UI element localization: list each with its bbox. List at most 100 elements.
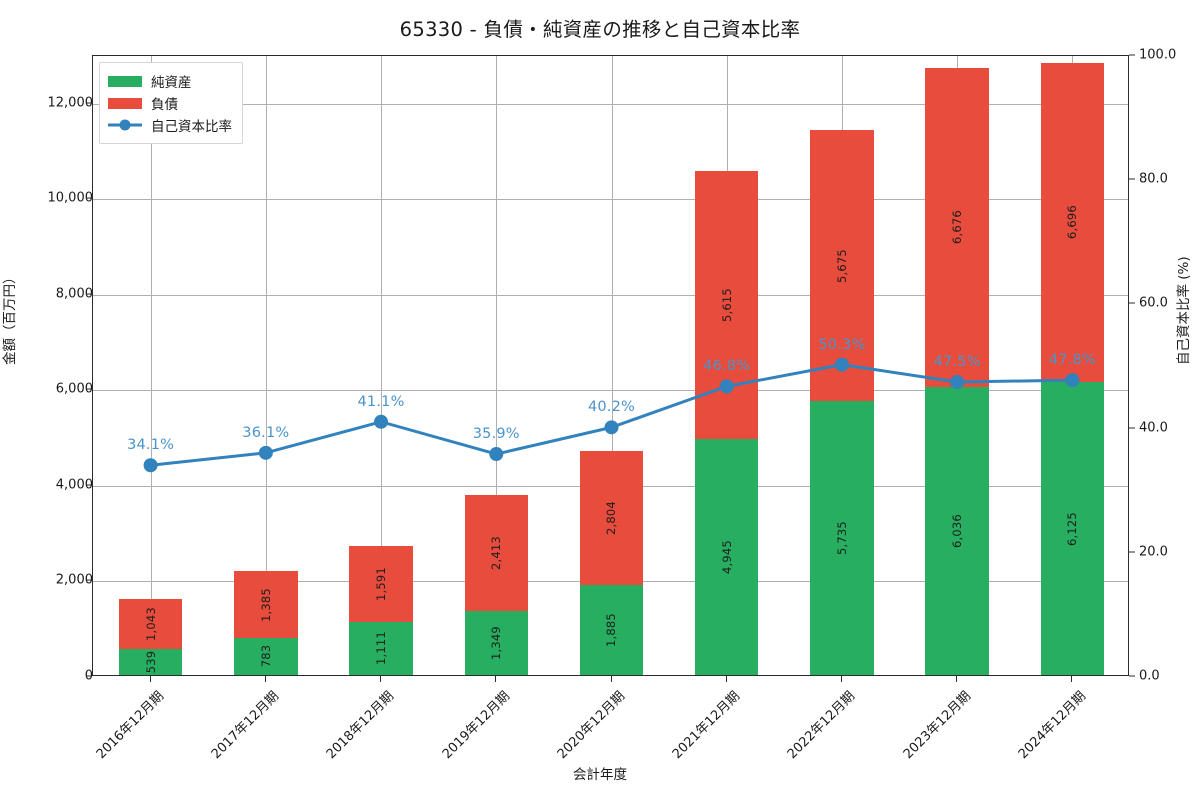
- ratio-marker[interactable]: [1065, 373, 1080, 388]
- gridline-horizontal: [93, 390, 1128, 392]
- gridline-vertical: [496, 56, 498, 675]
- x-axis-tick-mark: [840, 676, 842, 682]
- y-axis-right-tick-label: 60.0: [1139, 295, 1168, 311]
- bar-segment-liability[interactable]: 1,591: [349, 545, 413, 622]
- legend-label: 純資産: [151, 75, 192, 91]
- gridline-vertical: [611, 56, 613, 675]
- y-axis-right-tick-mark: [1129, 302, 1135, 304]
- legend-color-swatch: [108, 75, 142, 87]
- bar-segment-equity[interactable]: 1,885: [579, 584, 644, 675]
- bar-group[interactable]: 539 1,043: [118, 599, 183, 675]
- ratio-value-label: 40.2%: [587, 399, 636, 416]
- ratio-value-label: 46.8%: [703, 358, 751, 375]
- gridline-vertical: [381, 56, 383, 675]
- legend-item[interactable]: 自己資本比率: [108, 114, 232, 136]
- gridline-horizontal: [93, 103, 1128, 105]
- y-axis-left-tick-mark: [86, 484, 92, 486]
- x-axis-tick-mark: [264, 676, 266, 682]
- legend-color-swatch: [108, 97, 142, 109]
- bar-group[interactable]: 6,036 6,676: [925, 67, 989, 675]
- bar-segment-equity[interactable]: 6,125: [1040, 382, 1105, 675]
- y-axis-left-label: 金額（百万円）: [2, 270, 18, 366]
- x-axis-tick-mark: [149, 676, 151, 682]
- y-axis-right-tick-mark: [1129, 675, 1135, 677]
- bar-segment-equity[interactable]: 539: [118, 649, 183, 675]
- ratio-marker[interactable]: [489, 447, 504, 462]
- x-axis-tick-mark: [725, 676, 727, 682]
- x-axis-tick-mark: [610, 676, 612, 682]
- y-axis-left-tick-label: 8,000: [55, 286, 93, 302]
- chart-title: 65330 - 負債・純資産の推移と自己資本比率: [399, 18, 801, 41]
- bar-group[interactable]: 1,349 2,413: [464, 495, 528, 675]
- bar-segment-liability[interactable]: 1,043: [118, 599, 183, 650]
- x-axis-tick-mark: [956, 676, 958, 682]
- bar-segment-equity[interactable]: 4,945: [695, 438, 759, 675]
- bar-segment-liability[interactable]: 1,385: [234, 571, 298, 638]
- bar-group[interactable]: 783 1,385: [234, 571, 298, 675]
- x-axis-tick-label: 2023年12月期: [900, 688, 974, 763]
- y-axis-left-tick-mark: [86, 675, 92, 677]
- y-axis-right-tick-label: 0.0: [1139, 668, 1160, 684]
- ratio-marker[interactable]: [834, 357, 849, 372]
- x-axis-tick-label: 2020年12月期: [554, 688, 628, 763]
- bar-group[interactable]: 1,885 2,804: [579, 451, 644, 675]
- bar-segment-liability[interactable]: 2,413: [464, 495, 528, 611]
- y-axis-left-tick-label: 4,000: [55, 477, 93, 493]
- x-axis-tick-mark: [380, 676, 382, 682]
- bar-segment-equity[interactable]: 1,349: [464, 610, 528, 675]
- bar-segment-equity[interactable]: 1,111: [349, 621, 413, 675]
- y-axis-left-tick-label: 2,000: [55, 572, 93, 588]
- y-axis-left-tick-label: 6,000: [55, 381, 93, 397]
- y-axis-left-tick-label: 12,000: [47, 95, 94, 111]
- ratio-marker[interactable]: [258, 445, 273, 460]
- bar-group[interactable]: 5,735 5,675: [810, 129, 874, 675]
- bar-segment-equity[interactable]: 6,036: [925, 386, 989, 675]
- ratio-value-label: 35.9%: [472, 426, 520, 443]
- bar-segment-equity[interactable]: 783: [234, 637, 298, 675]
- plot-inner: 539 1,043 783 1,385 1,111 1,591 1,349 2,413 1,88…: [93, 56, 1128, 675]
- ratio-marker[interactable]: [604, 420, 619, 435]
- chart-legend: 純資産 負債 自己資本比率: [99, 62, 243, 144]
- plot-area: 539 1,043 783 1,385 1,111 1,591 1,349 2,413 1,88…: [92, 55, 1129, 676]
- x-axis-tick-label: 2024年12月期: [1015, 688, 1089, 763]
- legend-item[interactable]: 負債: [108, 92, 232, 114]
- gridline-horizontal: [93, 199, 1128, 201]
- ratio-marker[interactable]: [143, 458, 158, 473]
- bar-segment-liability[interactable]: 6,696: [1040, 62, 1105, 383]
- legend-item[interactable]: 純資産: [108, 70, 232, 92]
- y-axis-right-label: 自己資本比率 (%): [1176, 256, 1192, 365]
- bar-group[interactable]: 6,125 6,696: [1040, 62, 1105, 675]
- y-axis-right-tick-label: 80.0: [1139, 171, 1168, 187]
- x-axis-tick-label: 2022年12月期: [785, 688, 859, 763]
- bar-segment-equity[interactable]: 5,735: [810, 401, 874, 675]
- ratio-marker[interactable]: [719, 379, 734, 394]
- ratio-value-label: 41.1%: [357, 393, 405, 410]
- x-axis-tick-mark: [495, 676, 497, 682]
- ratio-value-label: 47.8%: [1048, 352, 1096, 369]
- y-axis-left-tick-mark: [86, 293, 92, 295]
- y-axis-right-tick-label: 40.0: [1139, 420, 1168, 436]
- gridline-vertical: [265, 56, 267, 675]
- y-axis-left-tick-label: 10,000: [47, 190, 94, 206]
- ratio-marker[interactable]: [950, 375, 965, 390]
- y-axis-left-tick-mark: [86, 197, 92, 199]
- gridline-vertical: [150, 56, 152, 675]
- x-axis-tick-label: 2016年12月期: [93, 688, 168, 763]
- ratio-markers: [143, 357, 1080, 473]
- y-axis-left-tick-mark: [86, 579, 92, 581]
- ratio-marker[interactable]: [374, 414, 389, 429]
- ratio-value-label: 36.1%: [242, 424, 290, 441]
- ratio-value-label: 34.1%: [127, 437, 175, 454]
- gridline-horizontal: [93, 294, 1128, 296]
- x-axis-tick-label: 2019年12月期: [439, 688, 513, 763]
- y-axis-left-tick-mark: [86, 102, 92, 104]
- legend-marker-dot: [119, 119, 131, 131]
- bar-group[interactable]: 1,111 1,591: [349, 545, 413, 675]
- bar-segment-liability[interactable]: 2,804: [579, 451, 644, 585]
- legend-line-swatch: [108, 118, 142, 132]
- bar-segment-liability[interactable]: 6,676: [925, 67, 989, 387]
- bar-segment-liability[interactable]: 5,675: [810, 129, 874, 402]
- y-axis-right-tick-mark: [1129, 427, 1135, 429]
- x-axis-tick-mark: [1071, 676, 1073, 682]
